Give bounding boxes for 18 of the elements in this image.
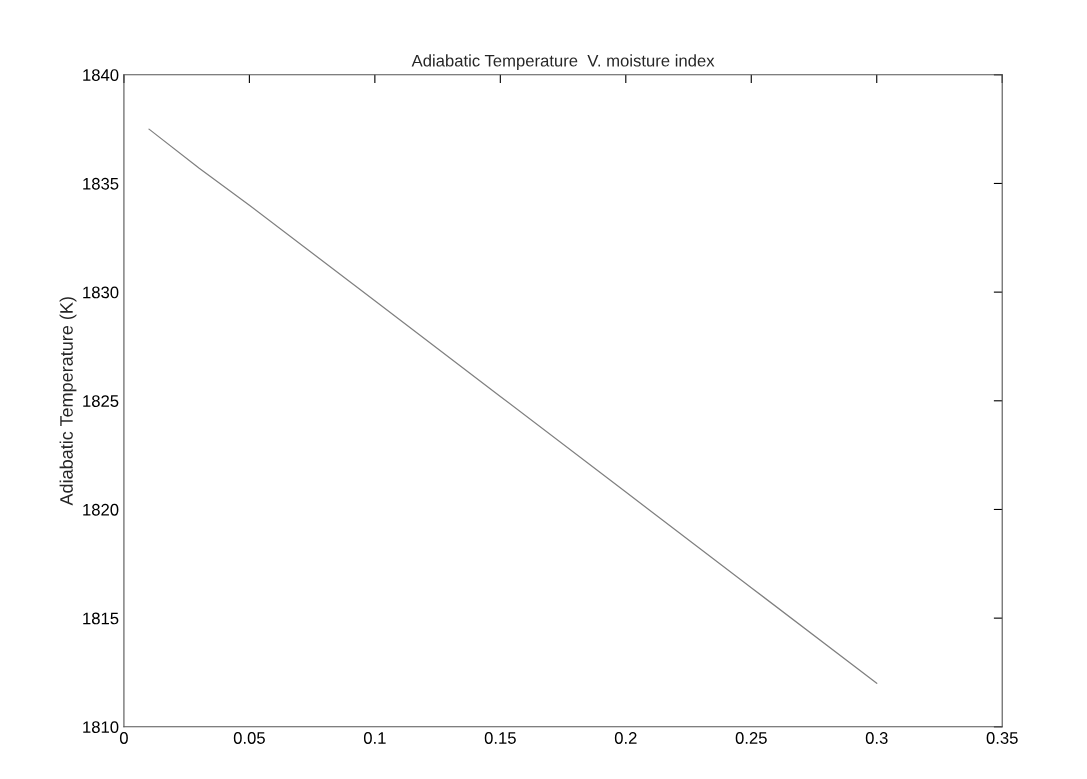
x-tick-label: 0.3 [865,732,888,744]
x-tick-label: 0.05 [233,732,265,744]
y-tick-label: 1810 [83,721,119,734]
y-tick-label: 1830 [83,286,119,299]
x-tick-label: 0.35 [986,732,1018,744]
x-tick-label: 0.2 [614,732,637,744]
line-series [148,128,878,684]
y-axis-title: Adiabatic Temperature (K) [59,297,77,506]
x-tick-label: 0 [119,732,128,744]
y-tick-label: 1820 [83,503,119,516]
y-tick-label: 1835 [83,177,119,190]
y-tick-label: 1825 [83,395,119,407]
x-tick-label: 0.1 [363,732,386,744]
y-tick-label: 1815 [83,612,119,625]
chart-title: Adiabatic Temperature V. moisture index [411,54,715,70]
y-tick-label: 1840 [83,69,119,81]
x-tick-label: 0.15 [484,732,516,744]
x-tick-label: 0.25 [735,732,767,744]
